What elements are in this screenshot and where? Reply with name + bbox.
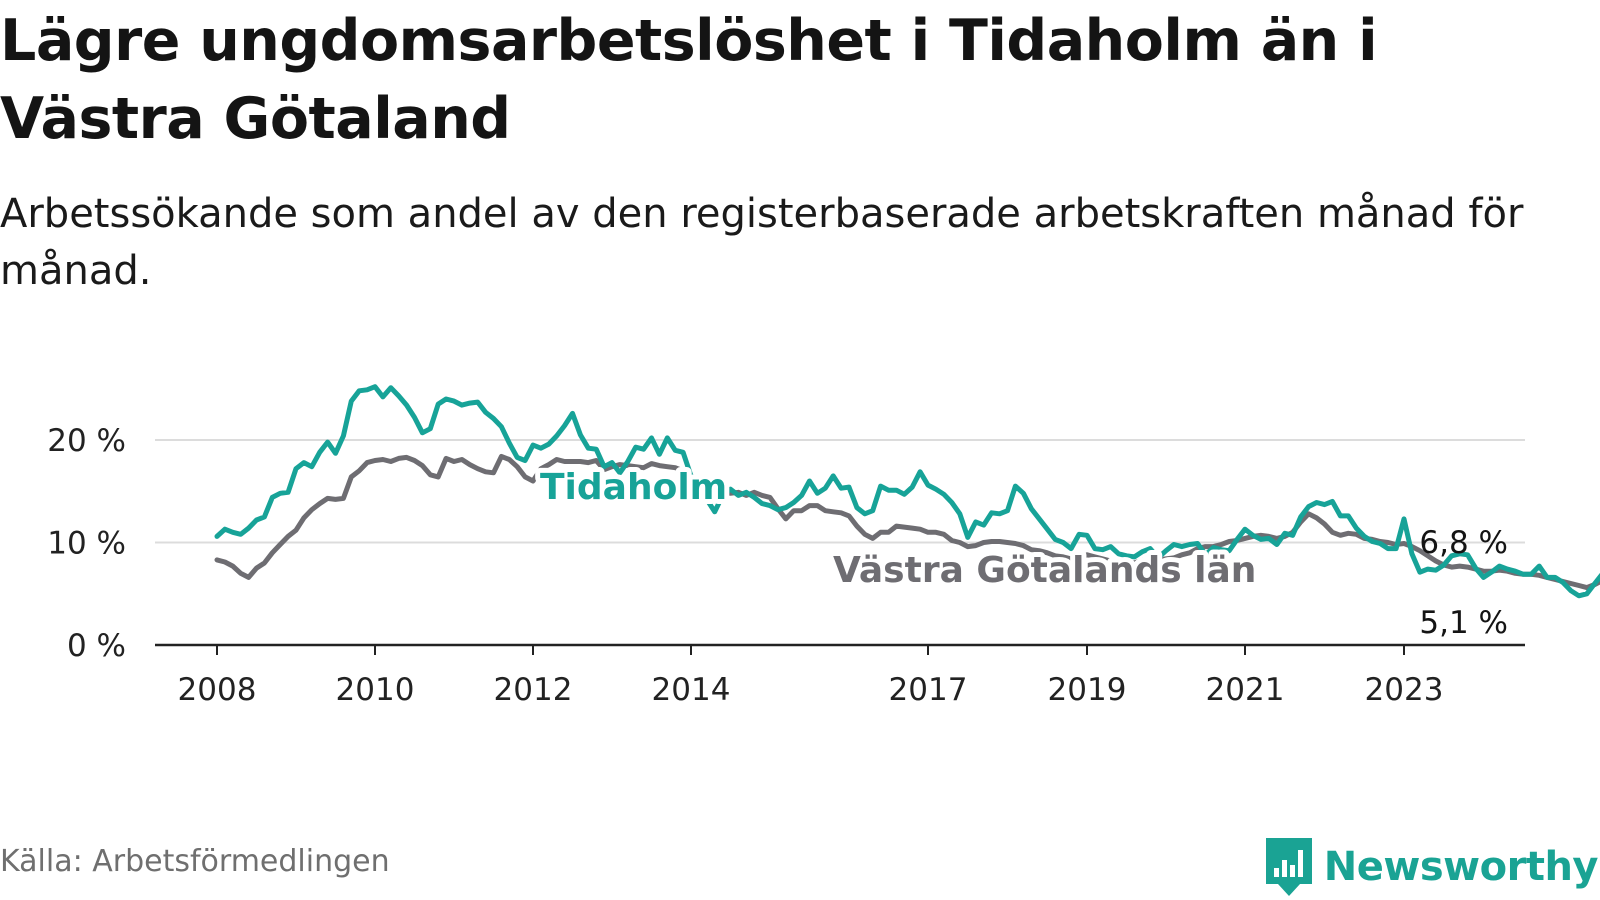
source-note: Källa: Arbetsförmedlingen [0, 844, 390, 879]
line-chart: 0 % 10 % 20 % 2008 2010 2012 2014 2017 2019 2021 2… [47, 384, 1600, 708]
x-tick-label: 2017 [889, 672, 968, 708]
x-tick-label: 2014 [652, 672, 731, 708]
x-tick-label: 2010 [336, 672, 415, 708]
chart-subtitle: Arbetssökande som andel av den registerb… [0, 191, 1524, 294]
end-label-vastra-gotaland: 6,8 % [1419, 525, 1508, 561]
newsworthy-logo-icon [1265, 838, 1312, 896]
brand-name: Newsworthy [1323, 844, 1599, 890]
y-tick-label: 20 % [47, 423, 126, 459]
y-tick-label: 0 % [67, 628, 126, 664]
series-label-tidaholm: Tidaholm [540, 467, 727, 508]
newsworthy-brand: Newsworthy [1265, 838, 1599, 896]
chart-title: Lägre ungdomsarbetslöshet i Tidaholm än … [0, 8, 1378, 152]
end-label-tidaholm: 5,1 % [1419, 605, 1508, 641]
series-line-vastra-gotaland [214, 453, 1600, 591]
y-tick-label: 10 % [47, 526, 126, 562]
x-tick-label: 2019 [1048, 672, 1127, 708]
x-tick-label: 2023 [1365, 672, 1444, 708]
x-tick-label: 2021 [1206, 672, 1285, 708]
x-tick-label: 2012 [494, 672, 573, 708]
series-label-vastra-gotaland: Västra Götalands län [833, 550, 1256, 591]
x-tick-label: 2008 [178, 672, 257, 708]
series-line-tidaholm [214, 384, 1600, 599]
